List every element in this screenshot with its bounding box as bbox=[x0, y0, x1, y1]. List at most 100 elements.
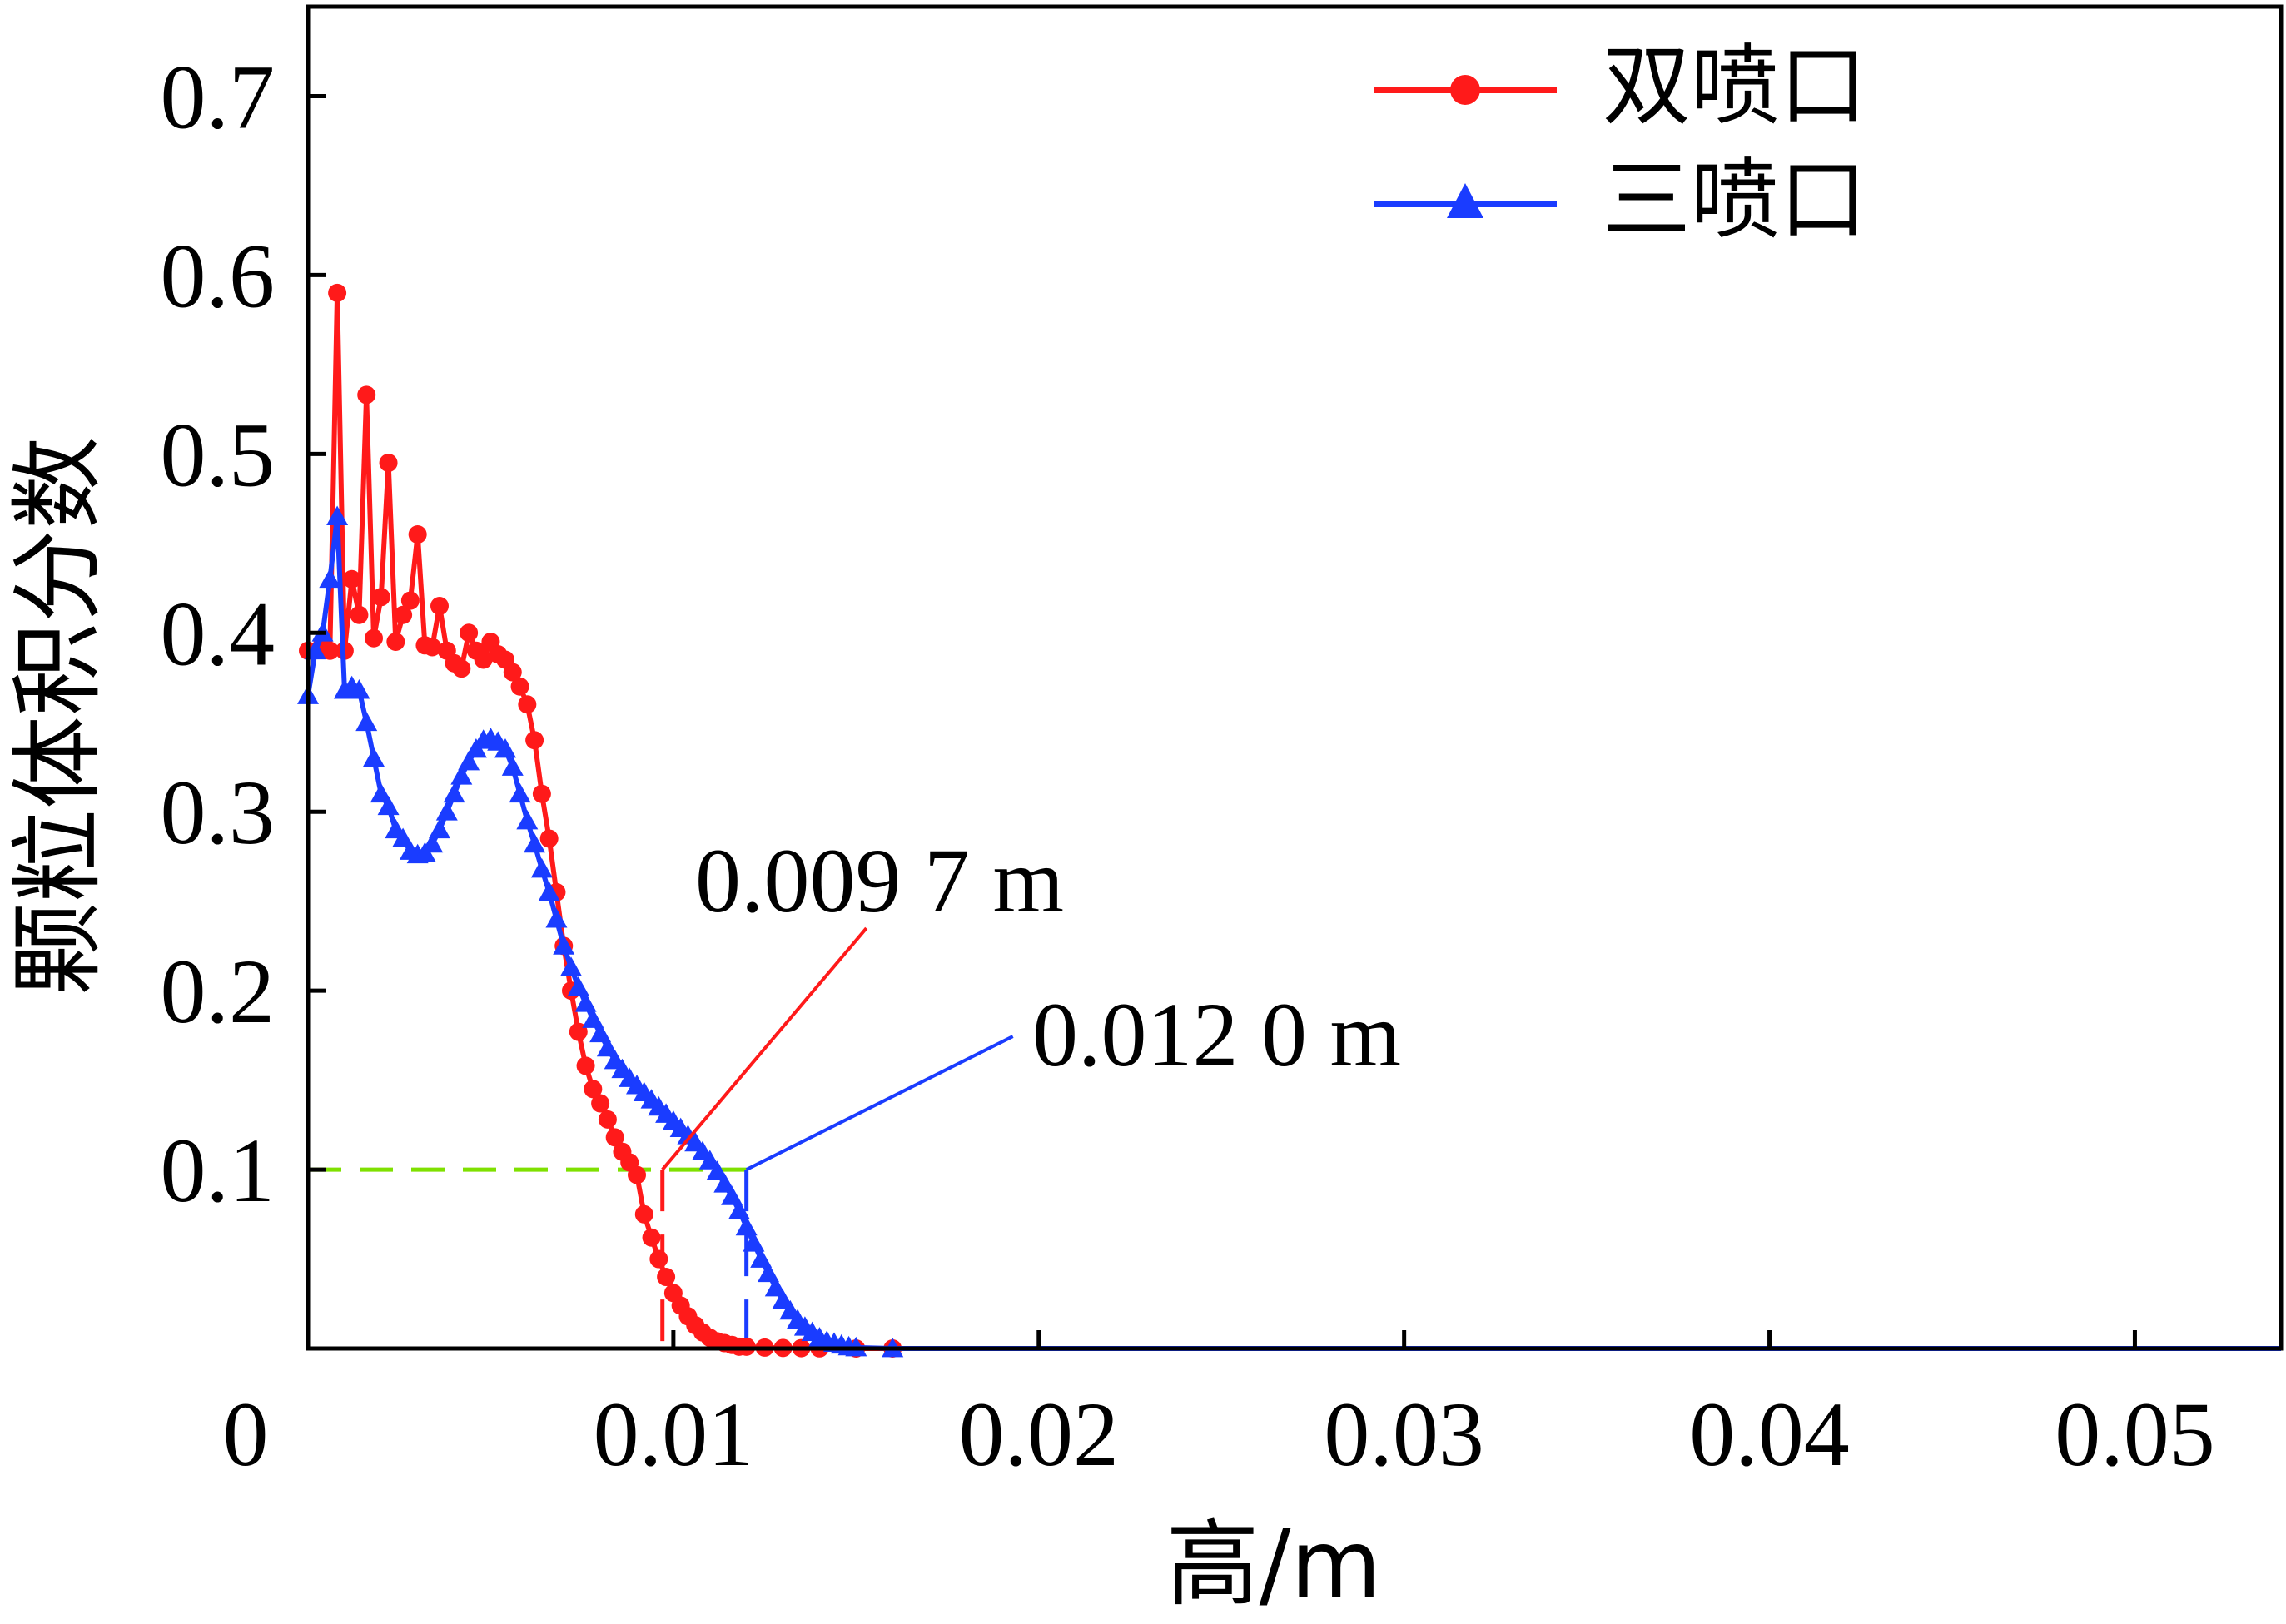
series-line-1 bbox=[306, 514, 2281, 1351]
y-tick-label: 0.5 bbox=[161, 404, 276, 505]
data-point bbox=[423, 638, 442, 657]
data-point bbox=[321, 641, 340, 660]
legend-label-triple: 三喷口 bbox=[1603, 149, 1867, 251]
y-tick-label: 0.4 bbox=[161, 583, 276, 684]
data-point bbox=[605, 1128, 624, 1147]
data-point bbox=[357, 385, 376, 405]
data-point bbox=[501, 756, 524, 776]
data-point bbox=[510, 677, 529, 696]
data-point bbox=[657, 1268, 676, 1287]
data-point bbox=[408, 525, 427, 544]
y-tick-label: 0.2 bbox=[161, 941, 276, 1042]
data-point bbox=[429, 818, 450, 839]
data-point bbox=[591, 1094, 610, 1113]
annotation-leader-1 bbox=[745, 1035, 1014, 1171]
annotation-label-0: 0.009 7 m bbox=[695, 830, 1064, 931]
data-point bbox=[539, 829, 559, 848]
data-point bbox=[538, 881, 560, 901]
data-point bbox=[589, 1022, 612, 1043]
data-point bbox=[628, 1165, 646, 1184]
data-point bbox=[377, 795, 400, 816]
axes: 0 0.01 0.02 0.03 0.04 0.05 0.1 0.2 0.3 0.4 0.5 0.6 0… bbox=[161, 4, 2284, 1485]
legend: 双喷口 三喷口 bbox=[1374, 35, 1867, 251]
data-point bbox=[642, 1228, 661, 1247]
data-point bbox=[524, 832, 546, 853]
x-tick-label: 0.02 bbox=[959, 1383, 1120, 1485]
plot-frame bbox=[306, 4, 2284, 1351]
x-tick-label: 0.01 bbox=[594, 1383, 754, 1485]
data-point bbox=[706, 1160, 728, 1180]
data-point bbox=[370, 782, 392, 803]
data-point bbox=[494, 738, 516, 758]
data-point bbox=[435, 801, 458, 821]
legend-marker-triple bbox=[1447, 183, 1483, 218]
data-point bbox=[750, 1248, 773, 1268]
data-point bbox=[394, 605, 413, 624]
data-point bbox=[386, 633, 405, 652]
data-point bbox=[728, 1199, 750, 1219]
y-axis-title: 颗粒体积分数 bbox=[4, 436, 112, 996]
annotation-leader-0 bbox=[661, 926, 868, 1171]
data-point bbox=[545, 908, 568, 928]
data-point bbox=[371, 588, 390, 607]
data-point bbox=[503, 663, 522, 682]
data-point bbox=[743, 1232, 765, 1252]
data-point bbox=[379, 454, 398, 473]
y-tick-label: 0.6 bbox=[161, 225, 276, 326]
data-point bbox=[450, 765, 473, 785]
data-point bbox=[598, 1110, 617, 1129]
data-point bbox=[319, 568, 341, 589]
y-tick-label: 0.1 bbox=[161, 1120, 276, 1221]
data-point bbox=[574, 992, 597, 1012]
data-point bbox=[735, 1215, 758, 1236]
data-point bbox=[443, 782, 465, 803]
y-tick-label: 0.7 bbox=[161, 46, 276, 147]
data-point bbox=[649, 1249, 668, 1269]
data-point bbox=[430, 597, 449, 616]
data-point bbox=[596, 1036, 619, 1057]
y-tick-label: 0.3 bbox=[161, 762, 276, 863]
data-point bbox=[392, 827, 415, 847]
x-tick-label: 0.05 bbox=[2055, 1383, 2215, 1485]
x-tick-label: 0.04 bbox=[1689, 1383, 1850, 1485]
annotation-label-1: 0.012 0 m bbox=[1032, 984, 1401, 1085]
data-point bbox=[342, 569, 361, 589]
data-point bbox=[363, 747, 385, 767]
data-point bbox=[460, 623, 479, 643]
data-point bbox=[326, 505, 349, 525]
data-point bbox=[576, 1056, 595, 1075]
data-point bbox=[758, 1262, 779, 1283]
data-point bbox=[348, 679, 370, 699]
legend-label-dual: 双喷口 bbox=[1603, 35, 1867, 137]
data-point bbox=[582, 1008, 604, 1028]
data-point bbox=[516, 809, 539, 830]
data-point bbox=[355, 711, 378, 732]
data-point bbox=[560, 956, 582, 976]
data-point bbox=[584, 1080, 603, 1099]
data-point bbox=[567, 976, 589, 996]
legend-marker-dual bbox=[1450, 75, 1480, 105]
x-tick-label: 0 bbox=[223, 1383, 269, 1485]
data-point bbox=[721, 1185, 743, 1205]
data-point bbox=[365, 628, 383, 648]
data-point bbox=[634, 1204, 653, 1224]
data-point bbox=[328, 283, 347, 302]
series-layer bbox=[297, 283, 2281, 1358]
data-point bbox=[458, 751, 480, 771]
data-point bbox=[713, 1173, 736, 1193]
data-point bbox=[518, 695, 537, 714]
data-point bbox=[530, 857, 553, 878]
data-point bbox=[421, 832, 444, 853]
data-point bbox=[553, 935, 575, 955]
data-point bbox=[509, 782, 531, 803]
data-point bbox=[474, 650, 493, 669]
data-point bbox=[400, 591, 420, 610]
x-axis-title: 高/m bbox=[1166, 1511, 1382, 1619]
data-point bbox=[532, 784, 551, 803]
data-point bbox=[525, 731, 544, 750]
data-point bbox=[764, 1276, 787, 1297]
data-point bbox=[350, 605, 369, 624]
series-line-0 bbox=[306, 290, 2281, 1351]
x-tick-label: 0.03 bbox=[1324, 1383, 1484, 1485]
